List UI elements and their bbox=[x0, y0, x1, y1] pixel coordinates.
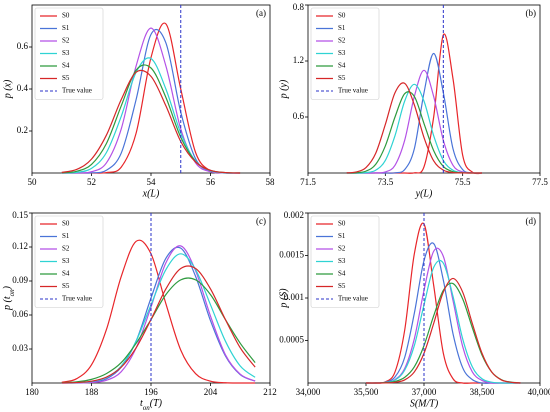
legend-label: S0 bbox=[338, 12, 346, 20]
y-tick-label: 0.6 bbox=[293, 111, 305, 121]
legend-label: S5 bbox=[338, 74, 346, 82]
legend-label: S4 bbox=[338, 62, 346, 70]
legend-label: S0 bbox=[338, 220, 346, 228]
legend-label: S0 bbox=[62, 12, 70, 20]
panel-label: (d) bbox=[526, 216, 537, 226]
y-axis-label: p (x) bbox=[2, 79, 13, 99]
legend-label: True value bbox=[62, 295, 92, 303]
density-line bbox=[365, 277, 521, 384]
x-tick-label: 38,500 bbox=[470, 387, 495, 397]
legend-label: S3 bbox=[62, 49, 70, 57]
x-tick-label: 50 bbox=[28, 177, 38, 187]
x-axis-label-sub: on bbox=[143, 404, 151, 412]
y-tick-label: 0.12 bbox=[12, 241, 28, 251]
legend-label: S5 bbox=[62, 282, 70, 290]
legend-label: True value bbox=[338, 295, 368, 303]
x-tick-label: 58 bbox=[266, 177, 276, 187]
density-line bbox=[61, 265, 256, 384]
legend-box bbox=[34, 215, 104, 308]
y-tick-label: 0.03 bbox=[12, 343, 28, 353]
legend-label: S0 bbox=[62, 220, 70, 228]
x-tick-label: 196 bbox=[144, 387, 158, 397]
panel-label: (a) bbox=[256, 8, 266, 18]
y-tick-label: 0.001 bbox=[284, 292, 304, 302]
density-line bbox=[61, 27, 241, 174]
x-tick-label: 56 bbox=[206, 177, 216, 187]
legend-label: S3 bbox=[62, 257, 70, 265]
density-line bbox=[365, 247, 521, 384]
y-tick-label: 0.6 bbox=[17, 41, 29, 51]
x-tick-label: 54 bbox=[147, 177, 157, 187]
y-axis-label: p (S) bbox=[278, 288, 289, 309]
x-axis-label-part: t bbox=[140, 398, 143, 409]
panel-label: (b) bbox=[526, 8, 537, 18]
x-tick-label: 212 bbox=[263, 387, 277, 397]
legend-box bbox=[34, 7, 104, 100]
y-axis-label: p (ton) bbox=[2, 285, 15, 311]
x-axis-label: x(L) bbox=[142, 188, 160, 199]
x-tick-label: 34,000 bbox=[296, 387, 321, 397]
density-line bbox=[365, 222, 521, 384]
plot-frame bbox=[307, 4, 541, 174]
y-tick-label: 0.09 bbox=[12, 275, 28, 285]
legend-label: S2 bbox=[62, 37, 70, 45]
y-tick-label: 0.8 bbox=[293, 2, 305, 12]
x-tick-label: 75.5 bbox=[455, 177, 471, 187]
x-tick-label: 180 bbox=[25, 387, 39, 397]
legend-label: S1 bbox=[338, 232, 346, 240]
legend-label: S3 bbox=[338, 49, 346, 57]
density-line bbox=[365, 259, 521, 384]
y-tick-label: 0.4 bbox=[17, 83, 29, 93]
legend-label: S1 bbox=[338, 24, 346, 32]
legend-label: S4 bbox=[62, 270, 70, 278]
legend-label: S5 bbox=[338, 282, 346, 290]
y-axis-label-part: ) bbox=[2, 285, 13, 290]
legend-label: S3 bbox=[338, 257, 346, 265]
legend-label: S2 bbox=[62, 245, 70, 253]
legend-label: S1 bbox=[62, 232, 70, 240]
y-tick-label: 0.2 bbox=[17, 125, 28, 135]
density-line bbox=[61, 69, 241, 174]
y-tick-label: 0.0015 bbox=[279, 250, 304, 260]
x-tick-label: 73.5 bbox=[377, 177, 393, 187]
legend-label: True value bbox=[62, 87, 92, 95]
legend-box bbox=[310, 7, 380, 100]
x-tick-label: 188 bbox=[85, 387, 99, 397]
x-tick-label: 37,000 bbox=[412, 387, 437, 397]
y-tick-label: 0.15 bbox=[12, 210, 28, 220]
y-axis-label-sub: on bbox=[8, 289, 16, 297]
legend-label: S2 bbox=[338, 37, 346, 45]
panel-label: (c) bbox=[256, 216, 266, 226]
x-tick-label: 40,000 bbox=[528, 387, 550, 397]
density-line bbox=[346, 82, 483, 174]
legend-label: True value bbox=[338, 87, 368, 95]
legend-label: S1 bbox=[62, 24, 70, 32]
x-tick-label: 77.5 bbox=[532, 177, 548, 187]
y-tick-label: 0.0005 bbox=[279, 335, 304, 345]
density-line bbox=[61, 245, 256, 384]
x-tick-label: 35,500 bbox=[354, 387, 379, 397]
y-tick-label: 1.2 bbox=[293, 55, 304, 65]
legend-label: S4 bbox=[62, 62, 70, 70]
legend-box bbox=[310, 215, 380, 308]
legend-label: S2 bbox=[338, 245, 346, 253]
y-tick-label: 0.06 bbox=[12, 309, 28, 319]
x-tick-label: 204 bbox=[204, 387, 218, 397]
x-axis-label: y(L) bbox=[415, 188, 433, 199]
y-tick-label: 0.002 bbox=[284, 210, 304, 220]
legend-label: S5 bbox=[62, 74, 70, 82]
legend-label: S4 bbox=[338, 270, 346, 278]
x-axis-label: ton(T) bbox=[140, 398, 163, 411]
density-line bbox=[365, 282, 521, 384]
x-axis-label: S(M/T) bbox=[410, 398, 439, 409]
y-axis-label-part: p (t bbox=[2, 296, 13, 311]
x-tick-label: 71.5 bbox=[300, 177, 316, 187]
x-tick-label: 52 bbox=[87, 177, 96, 187]
x-axis-label-part: (T) bbox=[150, 398, 163, 409]
y-axis-label: p (y) bbox=[278, 79, 289, 99]
